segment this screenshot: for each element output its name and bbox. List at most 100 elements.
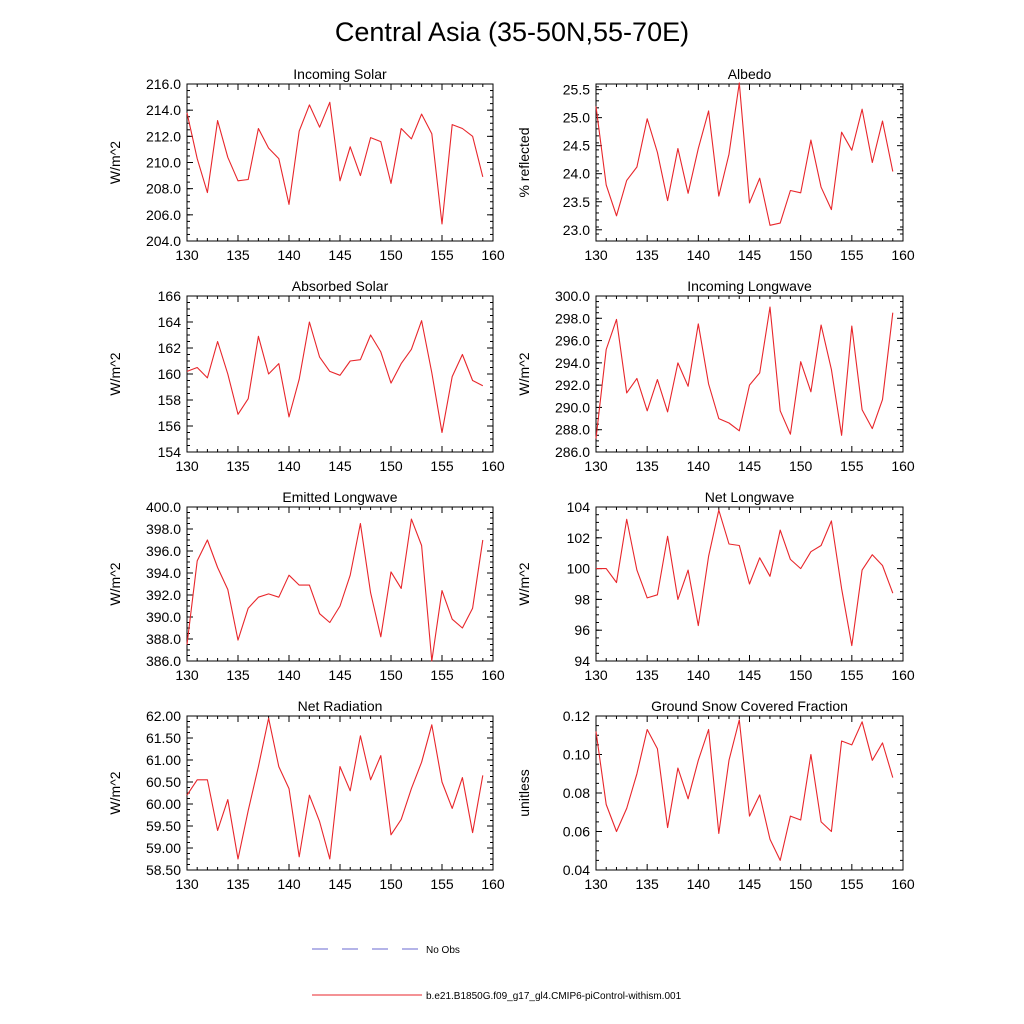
y-tick-label: 60.50 xyxy=(146,774,181,790)
panels-group: Incoming Solar W/m^2 130 135 140 145 150 155 160… xyxy=(107,66,915,892)
x-tick-label: 130 xyxy=(584,458,608,474)
y-tick-label: 154 xyxy=(158,444,182,460)
y-axis-label: W/m^2 xyxy=(107,141,123,184)
x-tick-label: 150 xyxy=(379,458,403,474)
panel-title: Absorbed Solar xyxy=(292,278,389,294)
series-line xyxy=(186,101,484,225)
y-tick-label: 300.0 xyxy=(555,288,590,304)
x-tick-label: 135 xyxy=(635,458,659,474)
plot-frame xyxy=(595,715,904,871)
x-tick-label: 140 xyxy=(687,667,711,683)
y-tick-label: 292.0 xyxy=(555,377,590,393)
x-tick-label: 130 xyxy=(175,458,199,474)
figure-title: Central Asia (35-50N,55-70E) xyxy=(335,17,689,47)
y-tick-label: 61.00 xyxy=(146,752,181,768)
y-tick-label: 61.50 xyxy=(146,730,181,746)
x-tick-label: 145 xyxy=(328,667,352,683)
x-tick-label: 160 xyxy=(891,667,915,683)
x-tick-label: 160 xyxy=(891,458,915,474)
y-tick-label: 390.0 xyxy=(146,609,181,625)
y-tick-label: 286.0 xyxy=(555,444,590,460)
y-axis-label: W/m^2 xyxy=(107,562,123,605)
x-tick-label: 155 xyxy=(840,667,864,683)
x-tick-label: 140 xyxy=(277,667,301,683)
y-axis-label: unitless xyxy=(516,769,532,816)
panel-title: Net Longwave xyxy=(705,489,795,505)
series-line xyxy=(595,306,894,439)
panel-title: Ground Snow Covered Fraction xyxy=(651,698,848,714)
y-tick-label: 396.0 xyxy=(146,543,181,559)
x-tick-label: 150 xyxy=(789,458,813,474)
y-tick-label: 162 xyxy=(158,340,182,356)
y-tick-label: 214.0 xyxy=(146,102,181,118)
x-tick-label: 160 xyxy=(481,458,505,474)
x-tick-label: 145 xyxy=(328,458,352,474)
y-tick-label: 60.00 xyxy=(146,796,181,812)
plot-frame xyxy=(186,83,494,242)
panel-3: Incoming Longwave W/m^2 130 135 140 145 150 155… xyxy=(516,278,915,474)
panel-title: Albedo xyxy=(728,66,772,82)
y-tick-label: 0.04 xyxy=(563,862,590,878)
x-tick-label: 130 xyxy=(175,667,199,683)
y-tick-label: 398.0 xyxy=(146,521,181,537)
y-tick-label: 400.0 xyxy=(146,499,181,515)
y-tick-label: 394.0 xyxy=(146,565,181,581)
y-tick-label: 298.0 xyxy=(555,310,590,326)
y-tick-label: 94 xyxy=(574,653,590,669)
plot-frame xyxy=(595,83,904,242)
y-tick-label: 288.0 xyxy=(555,422,590,438)
x-tick-label: 135 xyxy=(226,667,250,683)
plot-frame xyxy=(186,506,494,662)
x-tick-label: 160 xyxy=(481,247,505,263)
y-tick-label: 208.0 xyxy=(146,181,181,197)
y-tick-label: 210.0 xyxy=(146,155,181,171)
y-tick-label: 164 xyxy=(158,314,182,330)
x-tick-label: 140 xyxy=(277,247,301,263)
y-tick-label: 216.0 xyxy=(146,76,181,92)
x-tick-label: 160 xyxy=(481,667,505,683)
y-tick-label: 204.0 xyxy=(146,233,181,249)
y-tick-label: 160 xyxy=(158,366,182,382)
y-tick-label: 0.12 xyxy=(563,708,590,724)
y-tick-label: 156 xyxy=(158,418,182,434)
y-tick-label: 388.0 xyxy=(146,631,181,647)
x-tick-label: 130 xyxy=(584,667,608,683)
plot-frame xyxy=(186,715,494,871)
y-tick-label: 104 xyxy=(567,499,591,515)
panel-6: Net Radiation W/m^2 130 135 140 145 150 155 160 5… xyxy=(107,698,505,892)
x-tick-label: 160 xyxy=(481,876,505,892)
y-tick-label: 23.5 xyxy=(563,194,590,210)
panel-title: Incoming Longwave xyxy=(687,278,812,294)
panel-4: Emitted Longwave W/m^2 130 135 140 145 150 155 1… xyxy=(107,489,505,683)
y-tick-label: 100 xyxy=(567,561,591,577)
x-tick-label: 155 xyxy=(430,667,454,683)
panel-title: Emitted Longwave xyxy=(282,489,397,505)
x-tick-label: 145 xyxy=(738,876,762,892)
y-axis-label: W/m^2 xyxy=(107,771,123,814)
x-tick-label: 155 xyxy=(430,876,454,892)
x-tick-label: 140 xyxy=(277,876,301,892)
y-tick-label: 386.0 xyxy=(146,653,181,669)
y-tick-label: 59.50 xyxy=(146,818,181,834)
y-axis-label: W/m^2 xyxy=(107,352,123,395)
y-tick-label: 102 xyxy=(567,530,591,546)
y-axis-label: % reflected xyxy=(516,127,532,197)
panel-title: Net Radiation xyxy=(298,698,383,714)
x-tick-label: 130 xyxy=(584,876,608,892)
legend-model-label: b.e21.B1850G.f09_g17_gl4.CMIP6-piControl… xyxy=(426,991,682,1002)
x-tick-label: 135 xyxy=(226,876,250,892)
x-tick-label: 135 xyxy=(635,667,659,683)
x-tick-label: 155 xyxy=(430,458,454,474)
y-tick-label: 23.0 xyxy=(563,222,590,238)
y-tick-label: 24.0 xyxy=(563,166,590,182)
series-line xyxy=(186,717,484,860)
x-tick-label: 155 xyxy=(430,247,454,263)
panel-5: Net Longwave W/m^2 130 135 140 145 150 155 160 94… xyxy=(516,489,915,683)
series-line xyxy=(186,320,484,434)
panel-title: Incoming Solar xyxy=(293,66,387,82)
x-tick-label: 135 xyxy=(226,458,250,474)
y-tick-label: 206.0 xyxy=(146,207,181,223)
x-tick-label: 150 xyxy=(789,667,813,683)
y-tick-label: 58.50 xyxy=(146,862,181,878)
